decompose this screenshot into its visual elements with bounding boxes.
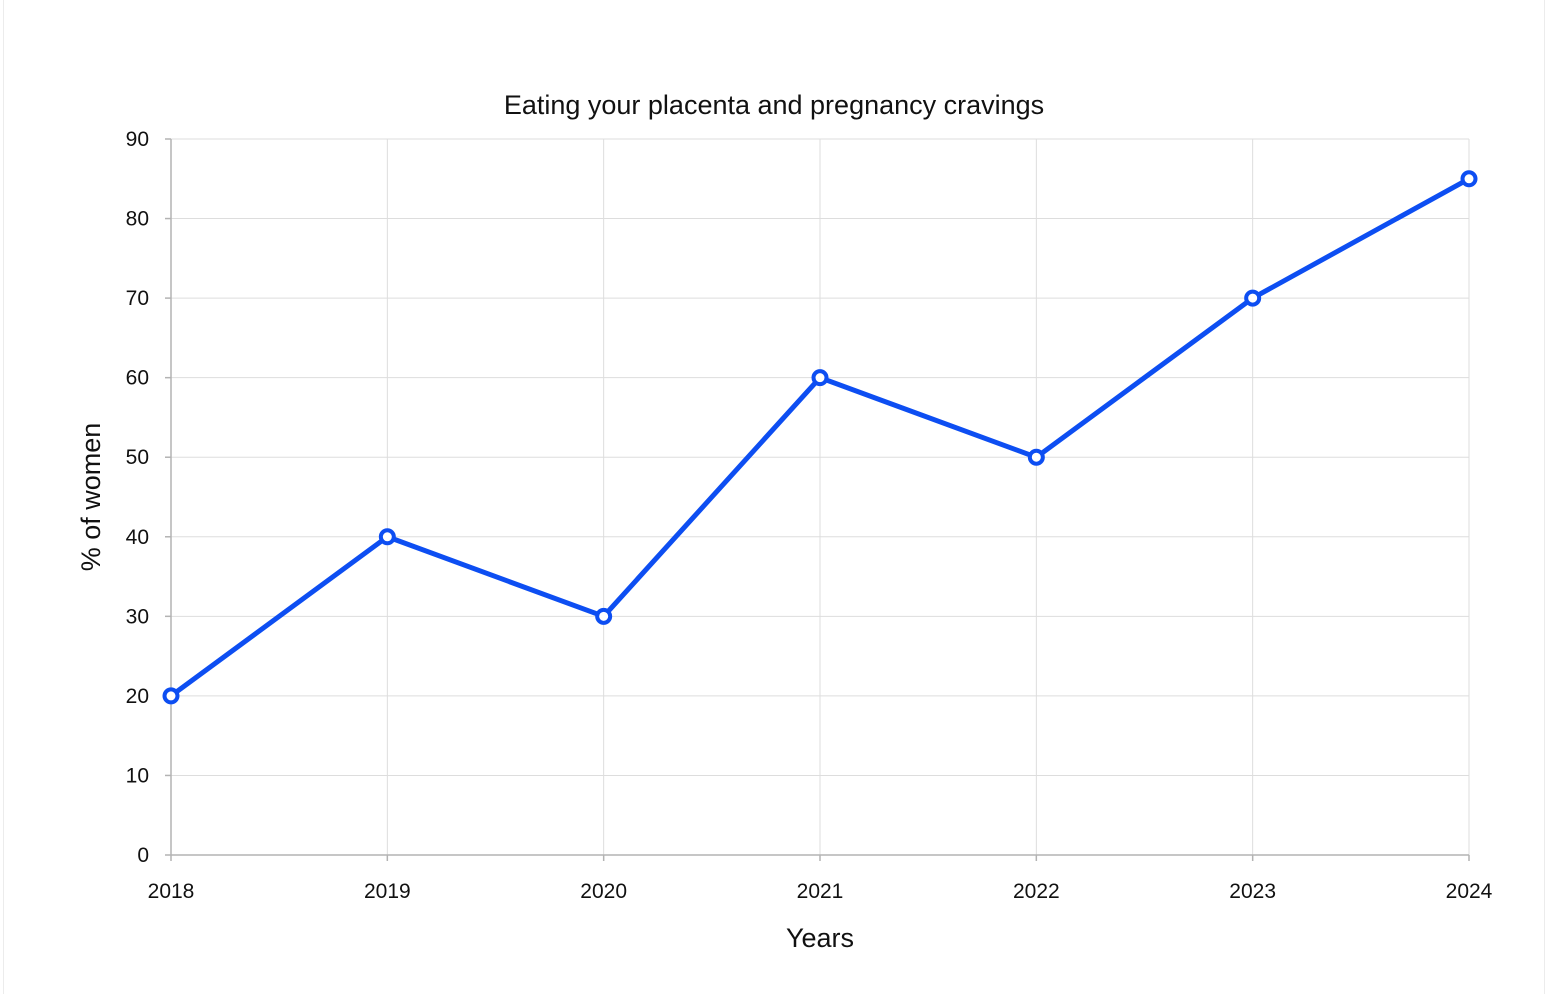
x-axis-title: Years	[786, 923, 854, 953]
y-tick-label: 40	[126, 526, 149, 549]
axes: 0 10 20 30 40 50 60 70 80 90 2018 2019 2020 2021 2022 2…	[126, 128, 1493, 903]
y-tick-label: 30	[126, 605, 149, 628]
data-point[interactable]	[162, 687, 180, 705]
y-tick-label: 60	[126, 367, 149, 390]
y-tick-label: 10	[126, 764, 149, 787]
x-tick-label: 2020	[580, 880, 627, 903]
y-tick-label: 20	[126, 685, 149, 708]
x-tick-label: 2021	[797, 880, 844, 903]
data-point[interactable]	[1460, 170, 1478, 188]
x-tick-label: 2019	[364, 880, 411, 903]
series-layer	[162, 170, 1478, 705]
x-tick-label: 2024	[1446, 880, 1493, 903]
grid-lines	[171, 138, 1470, 855]
x-tick-label: 2022	[1013, 880, 1060, 903]
y-tick-label: 80	[126, 208, 149, 231]
data-point[interactable]	[1027, 448, 1045, 466]
y-tick-label: 90	[126, 128, 149, 151]
y-tick-label: 50	[126, 446, 149, 469]
x-tick-label: 2023	[1229, 880, 1276, 903]
y-tick-label: 0	[137, 844, 149, 867]
data-point[interactable]	[1244, 289, 1262, 307]
y-axis-title: % of women	[76, 423, 106, 572]
chart-frame	[3, 0, 1545, 994]
data-point[interactable]	[378, 528, 396, 546]
data-point[interactable]	[595, 607, 613, 625]
x-tick-label: 2018	[148, 880, 195, 903]
y-tick-label: 70	[126, 287, 149, 310]
data-point[interactable]	[811, 369, 829, 387]
chart-title: Eating your placenta and pregnancy cravi…	[504, 90, 1044, 120]
